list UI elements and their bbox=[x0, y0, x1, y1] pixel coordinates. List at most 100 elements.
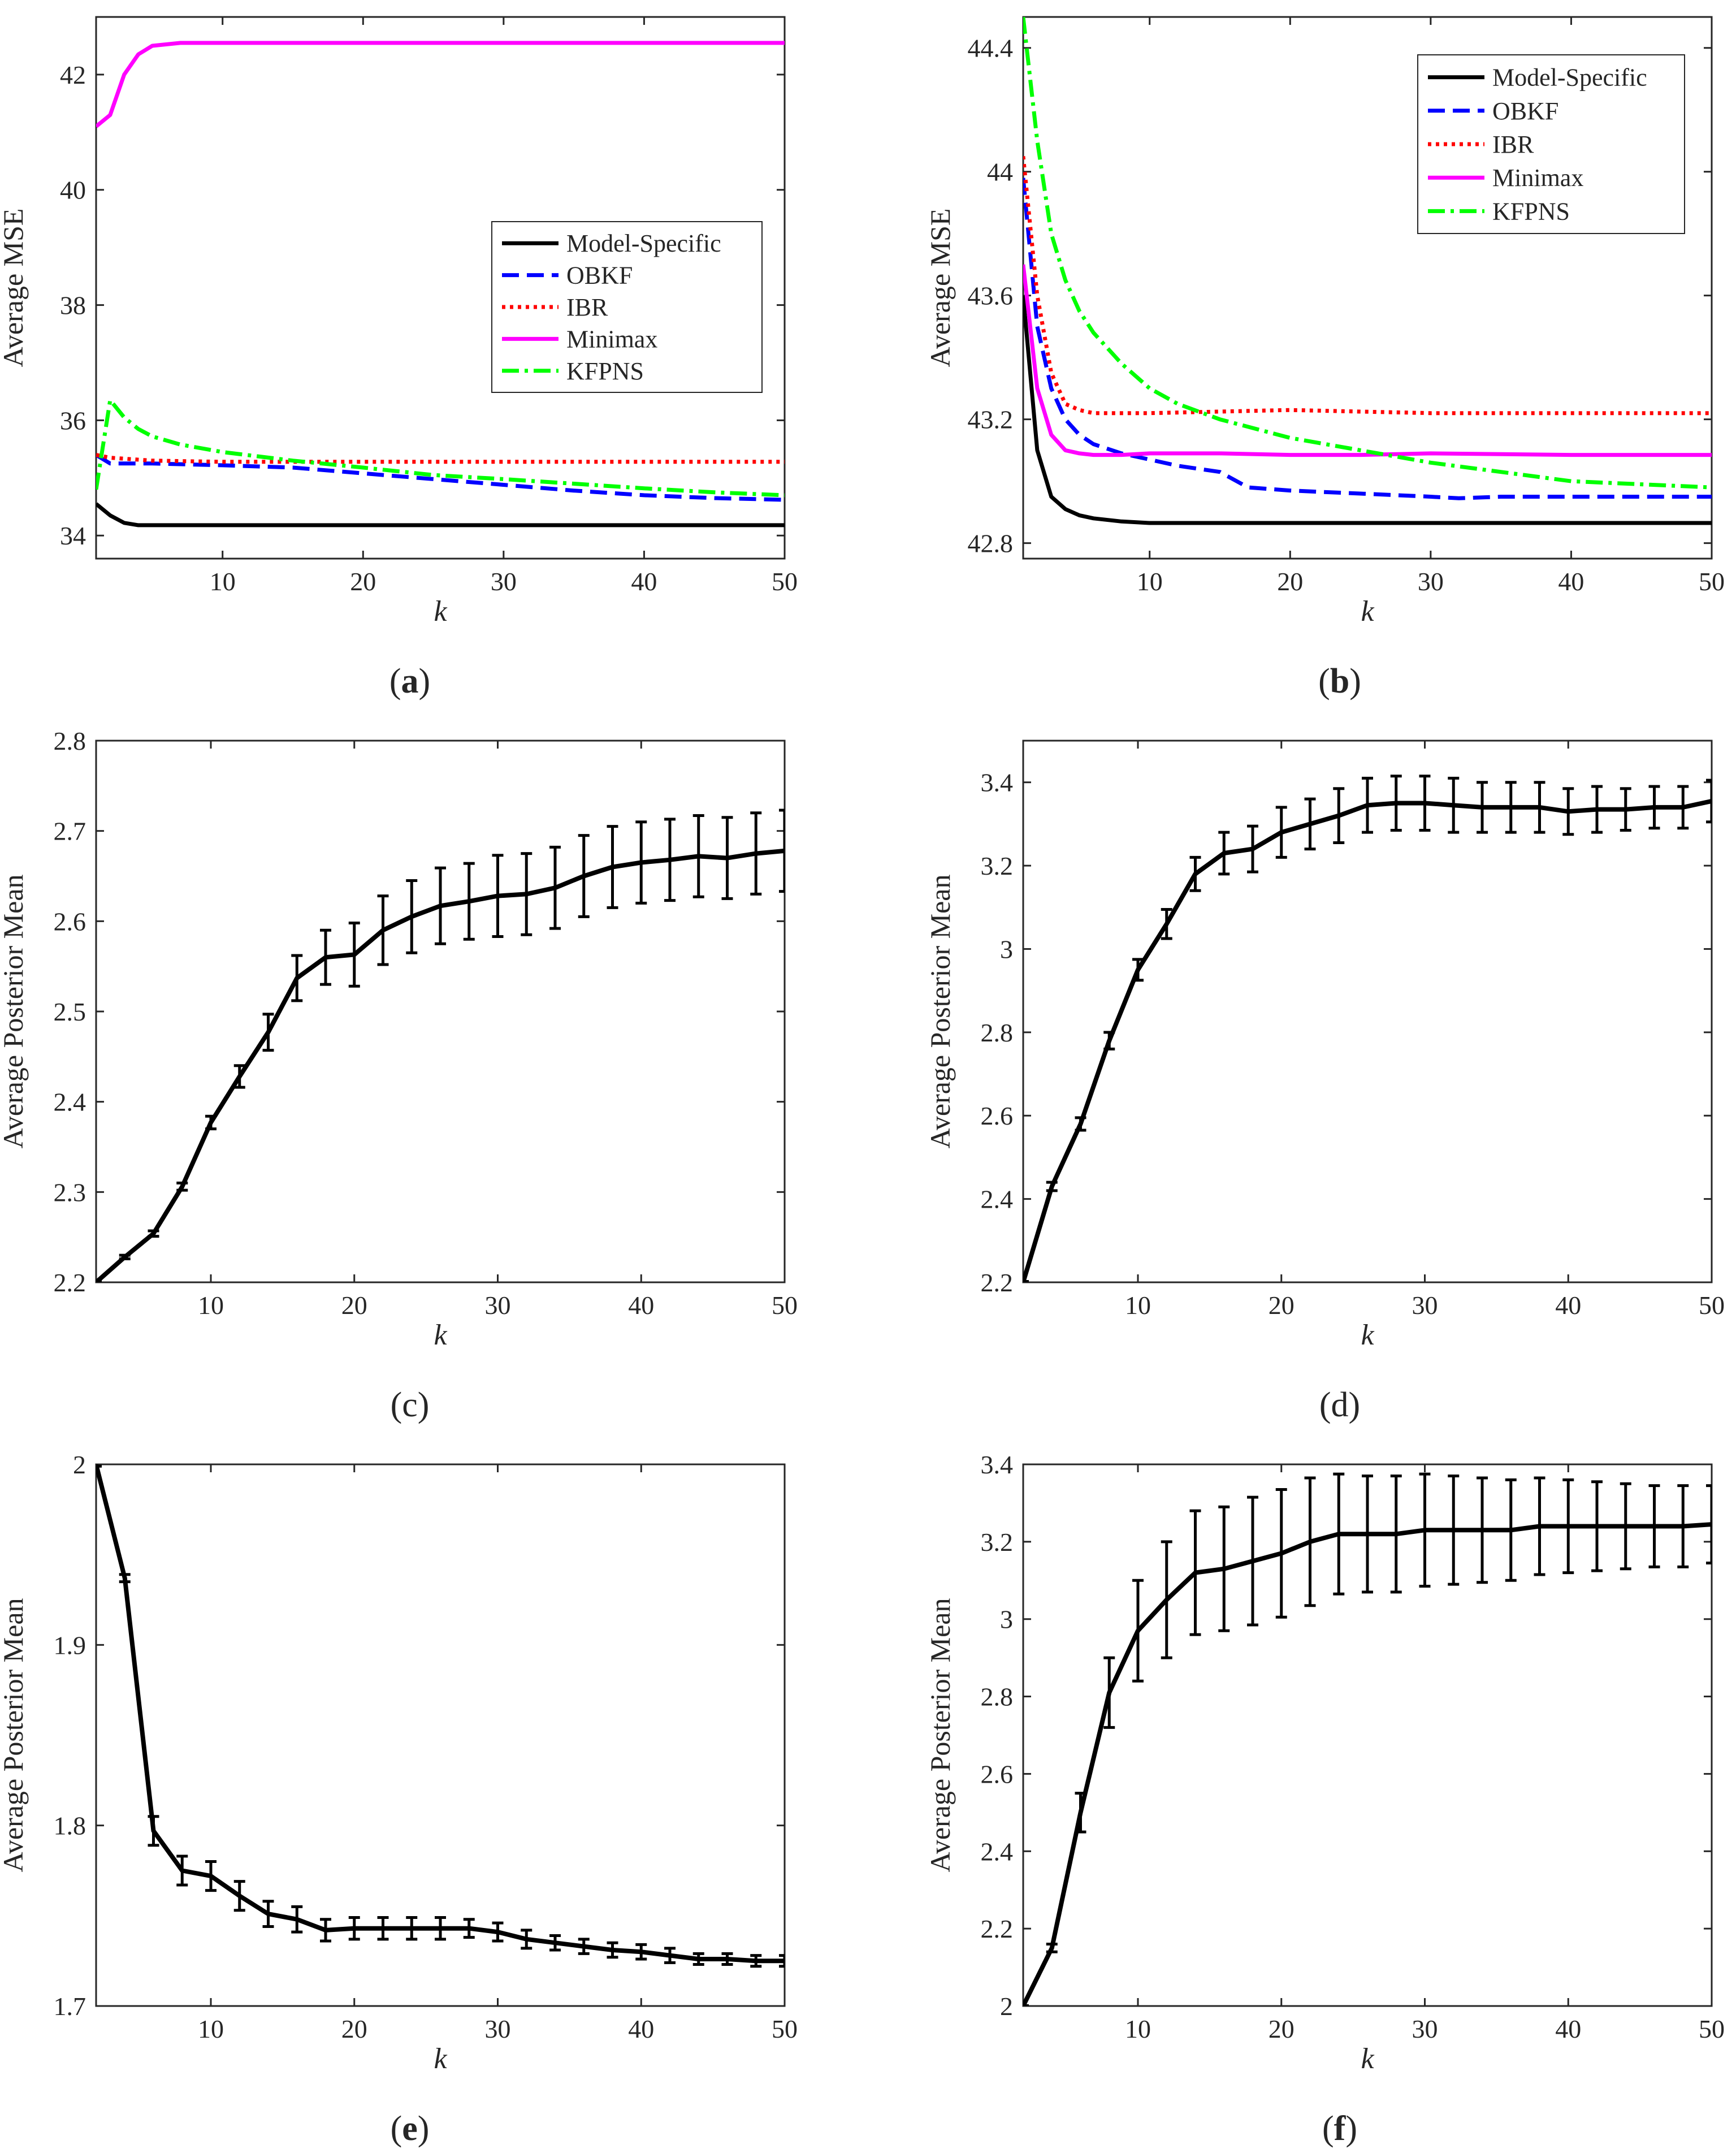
y-tick-label: 3.2 bbox=[981, 851, 1014, 880]
series-group bbox=[96, 41, 785, 528]
x-axis-label: k bbox=[434, 1319, 447, 1351]
y-tick-label: 2.4 bbox=[54, 1088, 86, 1117]
error-bar bbox=[1075, 1792, 1086, 1834]
legend-label: OBKF bbox=[566, 262, 633, 289]
error-bar bbox=[1362, 1475, 1373, 1594]
x-tick-label: 50 bbox=[1699, 1291, 1725, 1320]
error-bar bbox=[1448, 776, 1460, 834]
y-axis-label: Average MSE bbox=[0, 209, 29, 368]
series-line-model-specific bbox=[96, 502, 785, 528]
error-bar bbox=[1534, 781, 1545, 834]
y-tick-label: 40 bbox=[60, 176, 86, 205]
y-tick-label: 1.9 bbox=[54, 1631, 86, 1659]
error-bar bbox=[578, 1938, 590, 1955]
error-bar bbox=[1534, 1476, 1545, 1576]
legend-label: KFPNS bbox=[1492, 197, 1570, 225]
error-bar bbox=[721, 816, 733, 900]
x-tick-label: 40 bbox=[628, 1291, 654, 1320]
chart-panel-e: 10 20 30 40 50 1.7 1.8 1.9 2 k Average Posterior M… bbox=[0, 1450, 798, 2148]
error-bar bbox=[635, 1943, 647, 1961]
error-bar bbox=[176, 1181, 188, 1192]
y-tick-label: 43.6 bbox=[968, 282, 1014, 310]
y-tick-label: 2.2 bbox=[981, 1914, 1014, 1943]
chart-panel-d: 10 20 30 40 50 2.2 2.4 2.6 2.8 3 3.2 3.4 k Average Po… bbox=[924, 740, 1725, 1424]
y-tick-label: 2.4 bbox=[981, 1185, 1014, 1214]
caption-part: ( bbox=[391, 1386, 402, 1424]
caption-part: ) bbox=[419, 662, 431, 701]
x-tick-label: 20 bbox=[1269, 1291, 1295, 1320]
error-bar bbox=[233, 1064, 245, 1089]
error-bar bbox=[1218, 1505, 1230, 1632]
error-bar bbox=[521, 852, 533, 936]
error-bar bbox=[1132, 1579, 1144, 1683]
legend: Model-Specific OBKF IBR Minimax KFPNS bbox=[491, 221, 763, 393]
error-bar bbox=[578, 834, 590, 918]
legend-label: Minimax bbox=[1492, 164, 1583, 192]
error-bar bbox=[1046, 1943, 1058, 1953]
error-bar bbox=[1677, 1484, 1689, 1568]
error-bar bbox=[1477, 1476, 1488, 1584]
error-bar bbox=[1161, 907, 1172, 940]
x-tick-label: 40 bbox=[1555, 1291, 1581, 1320]
error-bar bbox=[721, 1952, 733, 1966]
error-bar bbox=[377, 1916, 389, 1941]
panel-caption: (f) bbox=[1322, 2109, 1357, 2148]
error-bar bbox=[1620, 1482, 1631, 1571]
caption-part: ( bbox=[391, 2109, 402, 2148]
error-bar bbox=[119, 1253, 131, 1260]
y-tick-label: 2.2 bbox=[54, 1268, 86, 1297]
legend-label: IBR bbox=[1492, 131, 1534, 158]
legend-label: Model-Specific bbox=[566, 230, 721, 257]
error-bar bbox=[1419, 1472, 1431, 1588]
y-axis-label: Average Posterior Mean bbox=[0, 874, 29, 1148]
error-bar bbox=[1591, 1480, 1603, 1572]
error-bar bbox=[750, 811, 762, 896]
legend-label: Minimax bbox=[566, 325, 657, 353]
x-tick-label: 10 bbox=[1137, 567, 1163, 596]
y-tick-label: 3.2 bbox=[981, 1528, 1014, 1557]
caption-part: c bbox=[402, 1386, 418, 1424]
error-bar bbox=[692, 1952, 704, 1966]
error-bar bbox=[96, 1464, 102, 1468]
y-axis-label: Average Posterior Mean bbox=[924, 874, 956, 1148]
caption-part: ) bbox=[418, 1386, 430, 1424]
error-bar bbox=[1648, 1484, 1660, 1568]
y-tick-label: 2.6 bbox=[981, 1101, 1014, 1130]
x-tick-label: 20 bbox=[1277, 567, 1303, 596]
series-group bbox=[1023, 1472, 1712, 2006]
x-axis-label: k bbox=[1361, 2043, 1374, 2075]
x-tick-label: 50 bbox=[1699, 2014, 1725, 2043]
x-tick-label: 50 bbox=[772, 567, 798, 596]
error-bar bbox=[1247, 824, 1258, 874]
x-tick-label: 40 bbox=[628, 2014, 654, 2043]
caption-part: ( bbox=[1322, 2109, 1334, 2148]
error-bar bbox=[779, 809, 785, 893]
error-bar bbox=[435, 1916, 446, 1941]
error-bar bbox=[521, 1929, 533, 1950]
caption-part: ) bbox=[1345, 2109, 1357, 2148]
x-tick-label: 30 bbox=[1412, 1291, 1438, 1320]
y-tick-label: 2.2 bbox=[981, 1268, 1014, 1297]
error-bar bbox=[1648, 785, 1660, 830]
error-bar bbox=[148, 1229, 159, 1238]
y-tick-label: 1.7 bbox=[54, 1992, 86, 2021]
error-bar bbox=[377, 894, 389, 966]
error-bar bbox=[205, 1114, 217, 1131]
x-tick-label: 30 bbox=[485, 2014, 511, 2043]
error-bar bbox=[635, 820, 647, 905]
x-tick-label: 10 bbox=[1125, 2014, 1151, 2043]
x-tick-label: 20 bbox=[1269, 2014, 1295, 2043]
error-bar bbox=[1448, 1475, 1460, 1586]
error-bar bbox=[1706, 779, 1712, 824]
y-axis-label: Average Posterior Mean bbox=[0, 1598, 29, 1872]
x-tick-label: 30 bbox=[485, 1291, 511, 1320]
panel-caption: (d) bbox=[1319, 1386, 1360, 1424]
error-bar bbox=[1620, 787, 1631, 832]
series-line-minimax bbox=[96, 41, 785, 128]
y-tick-label: 3.4 bbox=[981, 1450, 1014, 1479]
error-bar bbox=[1304, 797, 1316, 851]
y-tick-label: 36 bbox=[60, 406, 86, 435]
y-tick-label: 2.8 bbox=[54, 727, 86, 755]
caption-part: ) bbox=[1349, 662, 1361, 701]
error-bar bbox=[291, 954, 303, 1002]
